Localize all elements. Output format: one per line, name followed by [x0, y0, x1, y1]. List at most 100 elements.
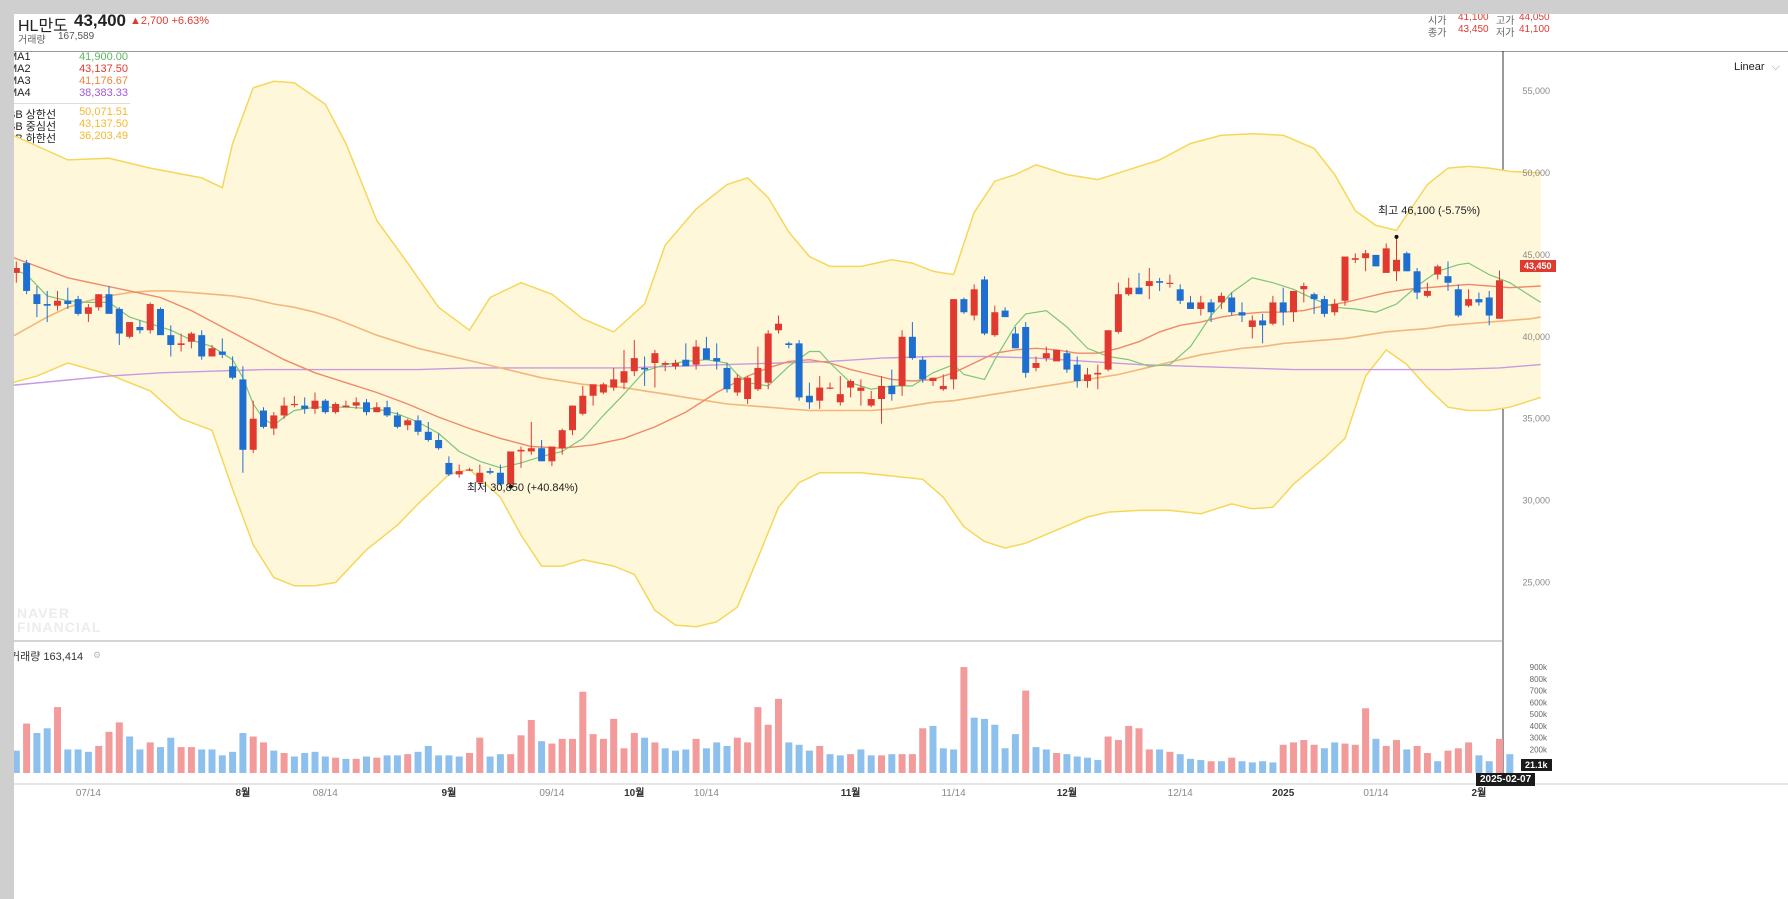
volume-bar: [445, 755, 453, 773]
candle-body: [1053, 349, 1061, 362]
price-tick-label: 25,000: [1522, 578, 1550, 588]
volume-bar: [1156, 749, 1164, 773]
scale-select[interactable]: Linear ⌵: [1734, 61, 1780, 74]
volume-bar: [74, 749, 82, 773]
current-volume-tag: 21.1k: [1521, 759, 1552, 771]
volume-bar: [1279, 744, 1287, 773]
candle-body: [1145, 281, 1153, 287]
settings-icon[interactable]: ⚙: [93, 650, 102, 660]
volume-bar: [960, 667, 968, 773]
candle-body: [1300, 286, 1308, 290]
candle-body: [332, 403, 340, 413]
volume-bar: [672, 750, 679, 773]
naver-financial-watermark: NAVER FINANCIAL: [17, 606, 101, 634]
candle-body: [373, 407, 381, 413]
candle-body: [816, 387, 824, 401]
candle-body: [311, 400, 319, 409]
candle-body: [1166, 282, 1174, 284]
time-tick-label: 12월: [1057, 787, 1077, 799]
candle-body: [33, 294, 41, 305]
close-value: 43,450: [1458, 24, 1489, 35]
volume-bar: [651, 742, 659, 773]
legend-value: 36,203.49: [79, 130, 128, 142]
candle-body: [1217, 295, 1225, 303]
candle-body: [1320, 299, 1328, 314]
volume-bar: [435, 755, 443, 773]
volume-bar: [1320, 748, 1328, 773]
candle-body: [1104, 330, 1112, 370]
volume-bar: [383, 755, 391, 773]
candle-body: [538, 448, 546, 462]
volume-bar: [187, 747, 195, 773]
volume-bar: [1475, 755, 1483, 773]
low-marker: [508, 484, 513, 489]
candle-body: [1382, 248, 1390, 273]
candle-body: [950, 299, 958, 380]
volume-bar: [1022, 690, 1030, 773]
volume-bar: [1351, 744, 1359, 773]
volume-bar: [1073, 756, 1081, 773]
volume-bar: [1496, 738, 1503, 773]
volume-bar: [136, 749, 144, 773]
candle-body: [1393, 259, 1400, 272]
candle-body: [1042, 353, 1050, 359]
candle-body: [630, 358, 638, 372]
volume-bar: [764, 724, 772, 773]
candle-body: [1011, 333, 1019, 349]
candle-body: [1423, 290, 1431, 296]
volume-bar: [538, 741, 546, 773]
candle-body: [620, 371, 628, 383]
low-label: 저가: [1496, 28, 1515, 39]
candle-body: [1279, 302, 1287, 313]
legend-divider: [14, 103, 130, 104]
volume-bar: [260, 742, 267, 773]
price-tick-label: 45,000: [1522, 250, 1550, 260]
chart-app: HL만도 43,400 ▲2,700 +6.63% 거래량 167,589 시가…: [14, 14, 1788, 899]
candle-body: [960, 299, 968, 313]
candle-body: [1331, 304, 1339, 313]
legend-row-ma2: MA2 43,137.50: [14, 63, 130, 75]
volume-bar: [301, 752, 309, 773]
volume-bar: [775, 698, 782, 773]
volume-bar: [1011, 734, 1019, 773]
candle-body: [1176, 289, 1184, 301]
candle-body: [569, 405, 576, 431]
volume-bar: [692, 738, 700, 773]
price-tick-label: 35,000: [1522, 414, 1550, 424]
bollinger-upper-line: [14, 80, 1541, 333]
candle-body: [1084, 374, 1091, 382]
legend-label: MA3: [14, 75, 31, 87]
volume-bar: [280, 752, 288, 773]
candle-body: [898, 336, 906, 386]
candlestick-chart[interactable]: 최고 46,100 (-5.75%) 최저 30,850 (+40.84%) 25,…: [14, 14, 1788, 899]
watermark-line: NAVER: [17, 605, 70, 621]
open-label: 시가: [1428, 16, 1447, 27]
candle-body: [826, 387, 834, 389]
candle-body: [764, 333, 772, 383]
candle-body: [919, 359, 927, 380]
high-label: 고가: [1496, 16, 1515, 27]
candle-body: [1228, 297, 1236, 313]
candle-body: [1444, 276, 1452, 283]
candle-body: [270, 415, 278, 429]
candle-body: [733, 377, 741, 393]
time-tick-label: 2025: [1272, 788, 1295, 799]
volume-bar: [1207, 761, 1215, 773]
candle-body: [692, 346, 700, 365]
volume-bar: [888, 754, 896, 773]
volume-bar: [1465, 742, 1473, 773]
legend-value: 43,137.50: [79, 118, 128, 130]
volume-bar: [919, 728, 927, 773]
volume-bar: [661, 748, 669, 773]
candle-body: [352, 402, 360, 406]
volume-bar: [1217, 761, 1225, 773]
candle-body: [115, 308, 123, 334]
volume-bar: [290, 756, 298, 773]
volume-bar: [393, 755, 401, 773]
volume-bar: [1506, 754, 1514, 773]
volume-bar: [599, 738, 607, 773]
stock-header: HL만도 43,400 ▲2,700 +6.63% 거래량 167,589 시가…: [14, 14, 1788, 52]
volume-bar: [1197, 760, 1205, 773]
candle-body: [1094, 372, 1102, 375]
candle-body: [1310, 294, 1318, 300]
